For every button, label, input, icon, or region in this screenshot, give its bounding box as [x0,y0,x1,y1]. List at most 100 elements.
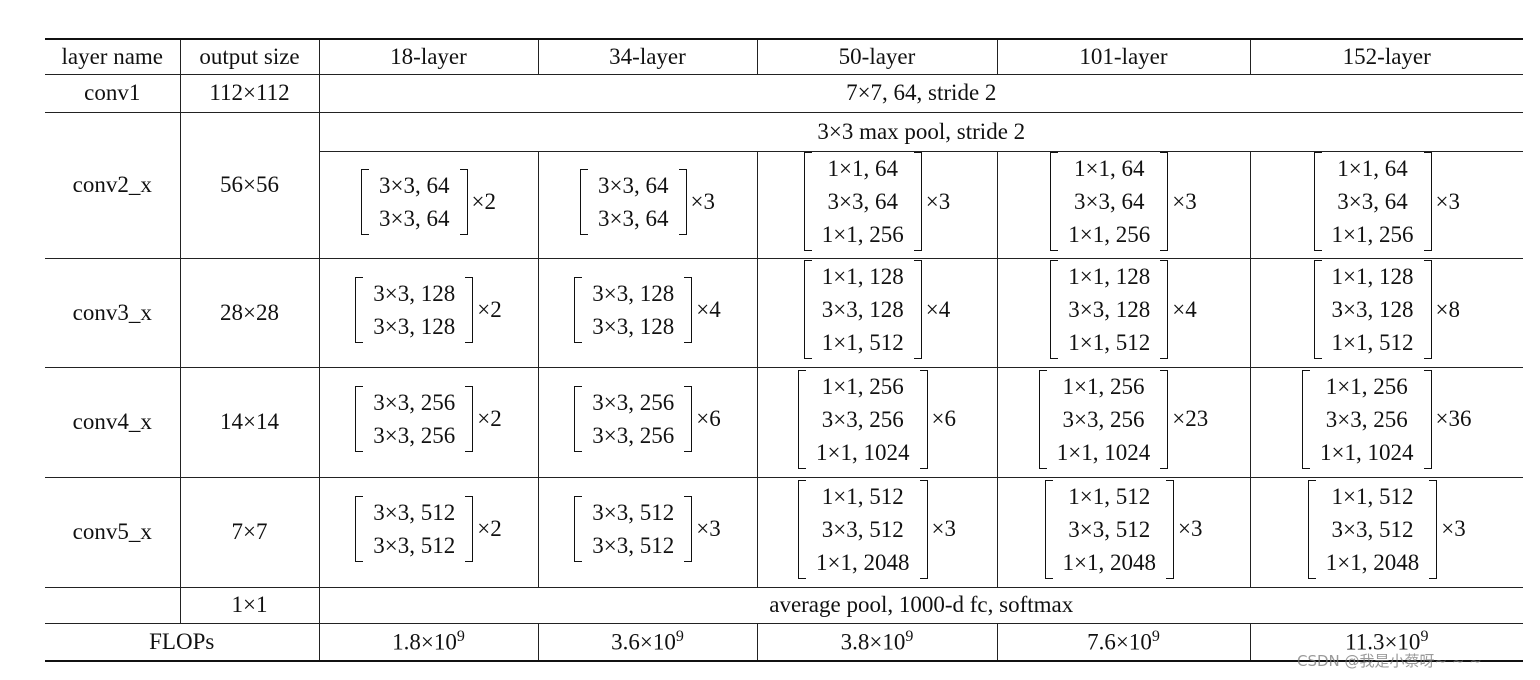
table-row: conv2_x 56×56 3×3 max pool, stride 2 [45,111,1523,259]
block-lines: 1×1, 512 3×3, 512 1×1, 2048 [1053,480,1166,579]
bracketed: 1×1, 512 3×3, 512 1×1, 2048 [1307,479,1438,579]
header-cell: 34-layer [537,38,758,75]
block: 1×1, 64 3×3, 64 1×1, 256 ×3 [803,152,951,251]
repeat: ×4 [696,296,721,322]
block-line: 1×1, 512 [1068,483,1151,509]
left-bracket [355,276,364,343]
block-line: 1×1, 1024 [816,439,910,465]
output-size: 112×112 [179,73,320,113]
block-cell: 1×1, 512 3×3, 512 1×1, 2048 ×3 [996,476,1251,588]
bracketed: 1×1, 256 3×3, 256 1×1, 1024 [798,369,928,469]
bracketed: 1×1, 64 3×3, 64 1×1, 256 [1050,152,1169,251]
right-bracket [465,496,474,562]
block: 1×1, 256 3×3, 256 1×1, 1024 ×36 [1302,369,1471,469]
block-line: 3×3, 64 [1074,189,1145,214]
left-bracket [1050,152,1059,251]
block-line: 1×1, 64 [1074,156,1145,181]
repeat: ×4 [925,296,951,322]
block-line: 1×1, 256 [821,373,904,399]
layer-name: conv5_x [45,476,181,588]
block-line: 1×1, 64 [827,156,898,181]
right-bracket [684,276,693,343]
block-line: 1×1, 64 [1337,156,1408,181]
block-line: 3×3, 512 [1331,516,1414,542]
block: 1×1, 128 3×3, 128 1×1, 512 ×4 [1050,260,1197,359]
block-line: 3×3, 128 [1068,297,1151,322]
block: 1×1, 512 3×3, 512 1×1, 2048 ×3 [1307,479,1466,579]
block: 1×1, 128 3×3, 128 1×1, 512 ×4 [803,260,951,359]
table-row: FLOPs 1.8×109 3.6×109 3.8×109 7.6×109 11.3×10… [45,622,1523,662]
repeat: ×6 [696,406,721,431]
block: 1×1, 256 3×3, 256 1×1, 1024 ×6 [798,369,956,469]
block: 3×3, 512 3×3, 512 ×3 [574,496,721,562]
right-bracket [1160,260,1169,359]
block-lines: 1×1, 512 3×3, 512 1×1, 2048 [806,480,919,579]
block: 1×1, 512 3×3, 512 1×1, 2048 ×3 [1044,479,1202,579]
repeat: ×2 [471,188,496,214]
right-bracket [1166,479,1174,579]
header-cell: 101-layer [996,38,1251,75]
block-cell: 1×1, 64 3×3, 64 1×1, 256 ×3 [996,150,1251,259]
block-line: 1×1, 2048 [1062,549,1156,575]
block-line: 1×1, 2048 [816,549,910,575]
block-line: 1×1, 512 [821,483,904,509]
layer-name: conv2_x [45,111,181,259]
block-cell: 1×1, 128 3×3, 128 1×1, 512 ×4 [756,257,998,368]
shared-cell: average pool, 1000-d fc, softmax [318,586,1523,624]
left-bracket [1044,479,1053,579]
block-lines: 1×1, 128 3×3, 128 1×1, 512 [812,260,914,359]
block-cell: 1×1, 128 3×3, 128 1×1, 512 ×4 [996,257,1251,368]
block-line: 3×3, 512 [592,500,675,525]
left-bracket [1313,260,1322,359]
flops-exp: 9 [456,627,465,645]
flops-base: 3.6×10 [611,629,676,655]
block-lines: 3×3, 128 3×3, 128 [582,277,684,343]
bracketed: 3×3, 256 3×3, 256 [355,386,474,452]
block-lines: 1×1, 512 3×3, 512 1×1, 2048 [1316,480,1429,579]
block-line: 3×3, 128 [1331,297,1414,322]
architecture-table: layer name output size 18-layer 34-layer 50-… [45,38,1523,662]
block-cell: 1×1, 256 3×3, 256 1×1, 1024 ×36 [1249,366,1523,478]
flops-exp: 9 [1151,627,1160,645]
block-line: 3×3, 64 [379,205,450,231]
block-line: 3×3, 128 [821,297,904,322]
right-bracket [1429,479,1438,579]
block-line: 3×3, 64 [379,172,450,198]
block: 1×1, 256 3×3, 256 1×1, 1024 ×23 [1038,369,1208,469]
flops-label: FLOPs [45,622,320,662]
repeat: ×3 [925,188,951,214]
block-line: 3×3, 64 [598,205,669,231]
table-row: conv4_x 14×14 3×3, 256 3×3, 256 ×2 3×3, 256 3×… [45,366,1523,478]
block-line: 3×3, 128 [592,280,675,306]
block-lines: 3×3, 256 3×3, 256 [582,386,684,452]
table-row: layer name output size 18-layer 34-layer 50-… [45,38,1523,75]
repeat: ×3 [1172,188,1197,214]
flops-cell: 3.6×109 [537,622,758,662]
block-line: 3×3, 512 [592,533,675,558]
block-line: 3×3, 64 [598,172,669,198]
block-lines: 1×1, 128 3×3, 128 1×1, 512 [1322,260,1424,359]
right-bracket [465,276,474,343]
block-line: 1×1, 256 [1325,373,1408,399]
block-lines: 3×3, 256 3×3, 256 [363,386,465,452]
block-cell: 3×3, 512 3×3, 512 ×3 [537,476,758,588]
repeat: ×2 [477,296,502,322]
bracketed: 3×3, 256 3×3, 256 [574,386,693,452]
block-line: 3×3, 512 [373,500,456,525]
bracketed: 3×3, 64 3×3, 64 [361,168,468,235]
block-lines: 1×1, 64 3×3, 64 1×1, 256 [1058,152,1160,251]
repeat: ×2 [477,406,502,431]
left-bracket [1313,152,1322,251]
block-line: 3×3, 256 [373,390,456,415]
shared-cell: 3×3 max pool, stride 2 [318,111,1523,152]
block-line: 1×1, 1024 [1056,439,1151,465]
left-bracket [1307,479,1316,579]
block-line: 1×1, 256 [1062,373,1145,399]
flops-cell: 1.8×109 [318,622,539,662]
left-bracket [1050,260,1059,359]
bracketed: 3×3, 128 3×3, 128 [355,276,474,343]
block-lines: 1×1, 128 3×3, 128 1×1, 512 [1058,260,1160,359]
flops-cell: 3.8×109 [756,622,998,662]
block-lines: 1×1, 256 3×3, 256 1×1, 1024 [1310,370,1423,469]
